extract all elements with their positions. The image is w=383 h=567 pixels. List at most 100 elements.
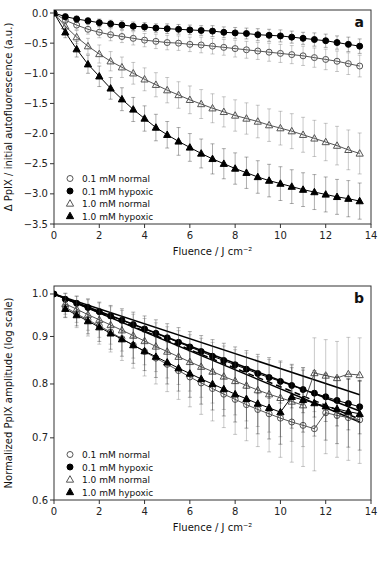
x-tick — [144, 224, 145, 228]
y-tick-label: −1.5 — [24, 98, 48, 109]
panel: 024681012140.60.70.80.91.0Fluence / J cm… — [3, 286, 377, 533]
y-tick — [50, 73, 54, 74]
series — [62, 300, 364, 450]
data-point — [311, 37, 317, 43]
error-bar — [358, 380, 362, 463]
y-tick-label: 0.7 — [32, 432, 48, 443]
legend-marker — [67, 464, 73, 470]
fit-line — [54, 294, 360, 395]
data-point — [107, 57, 114, 63]
y-tick-label: 0.0 — [32, 8, 48, 19]
data-point — [311, 188, 318, 194]
data-point — [130, 342, 136, 348]
x-tick-label: 8 — [232, 506, 238, 517]
data-point — [153, 25, 159, 31]
data-point — [356, 371, 363, 377]
data-point — [345, 370, 352, 376]
data-point — [345, 41, 351, 47]
data-point — [243, 47, 249, 53]
series — [54, 10, 363, 77]
data-point — [333, 405, 340, 411]
error-bar — [335, 377, 339, 457]
data-point — [176, 40, 182, 46]
data-point — [243, 395, 250, 401]
data-point — [152, 81, 159, 87]
data-point — [74, 22, 80, 28]
data-point — [299, 186, 306, 192]
legend-label: 0.1 mM normal — [82, 174, 150, 184]
x-tick-label: 0 — [51, 506, 57, 517]
error-bar — [358, 39, 362, 53]
data-point — [198, 375, 205, 381]
error-bar — [290, 365, 294, 441]
data-point — [175, 138, 182, 144]
data-point — [84, 60, 91, 66]
data-point — [265, 404, 272, 410]
data-point — [232, 112, 239, 118]
x-tick — [54, 224, 55, 228]
y-tick — [50, 336, 54, 337]
data-point — [85, 18, 91, 24]
data-point — [164, 40, 170, 46]
error-bar — [120, 21, 124, 29]
y-axis-label: Δ PpIX / initial autofluorescence (a.u.) — [3, 23, 14, 212]
series — [62, 293, 362, 434]
data-point — [333, 193, 340, 199]
x-tick — [280, 500, 281, 504]
data-point — [198, 42, 204, 48]
data-point — [322, 402, 329, 408]
data-point — [164, 86, 171, 92]
data-point — [74, 16, 80, 22]
series — [54, 10, 363, 219]
extra-point — [54, 291, 57, 297]
legend: 0.1 mM normal0.1 mM hypoxic1.0 mM normal… — [66, 450, 153, 498]
error-bar — [143, 23, 147, 31]
data-point — [119, 34, 125, 40]
error-bar — [290, 31, 294, 43]
data-point — [243, 31, 249, 37]
error-bar — [278, 30, 282, 42]
error-bar — [75, 16, 79, 22]
error-bar — [233, 367, 237, 434]
data-point — [198, 27, 204, 33]
data-point — [277, 33, 283, 39]
error-bar — [256, 375, 260, 446]
data-point — [164, 131, 171, 137]
series-line — [54, 13, 360, 153]
error-bar — [301, 368, 305, 447]
data-point — [210, 28, 216, 34]
error-bar — [97, 19, 101, 26]
legend-marker — [66, 212, 73, 218]
data-point — [232, 46, 238, 52]
data-point — [62, 14, 68, 20]
data-point — [232, 390, 239, 396]
x-axis-label: Fluence / J cm⁻² — [173, 522, 252, 533]
series — [54, 10, 363, 174]
plot-frame — [54, 10, 371, 224]
legend-marker — [66, 476, 73, 482]
data-point — [277, 180, 284, 186]
data-point — [277, 50, 283, 56]
y-tick — [50, 133, 54, 134]
data-point — [356, 410, 363, 416]
data-point — [221, 44, 227, 50]
y-tick-label: 0.8 — [32, 378, 48, 389]
data-point — [209, 380, 216, 386]
error-bar — [188, 25, 192, 35]
error-bar — [346, 37, 350, 51]
data-point — [209, 155, 216, 161]
data-point — [175, 91, 182, 97]
data-point — [152, 124, 159, 130]
data-point — [142, 37, 148, 43]
error-bar — [335, 36, 339, 49]
error-bar — [267, 29, 271, 41]
data-point — [210, 43, 216, 49]
data-point — [232, 30, 238, 36]
data-point — [187, 27, 193, 33]
error-bar — [177, 24, 181, 34]
plot-frame — [54, 286, 371, 500]
data-point — [176, 26, 182, 32]
error-bar — [233, 27, 237, 38]
data-point — [266, 49, 272, 55]
data-point — [84, 317, 91, 323]
